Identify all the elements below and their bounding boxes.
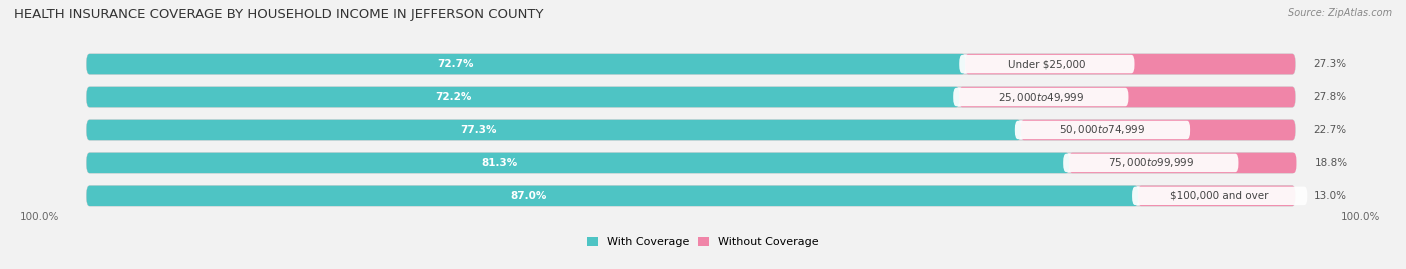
Text: 81.3%: 81.3% — [481, 158, 517, 168]
Text: $75,000 to $99,999: $75,000 to $99,999 — [1108, 156, 1194, 169]
FancyBboxPatch shape — [87, 153, 1069, 173]
Text: 72.7%: 72.7% — [437, 59, 474, 69]
Text: Source: ZipAtlas.com: Source: ZipAtlas.com — [1288, 8, 1392, 18]
FancyBboxPatch shape — [87, 153, 1295, 173]
FancyBboxPatch shape — [87, 120, 1021, 140]
FancyBboxPatch shape — [959, 87, 1295, 107]
FancyBboxPatch shape — [87, 54, 1295, 74]
Text: $25,000 to $49,999: $25,000 to $49,999 — [998, 91, 1084, 104]
FancyBboxPatch shape — [1021, 120, 1295, 140]
FancyBboxPatch shape — [1015, 121, 1189, 139]
FancyBboxPatch shape — [87, 120, 1295, 140]
Text: 18.8%: 18.8% — [1315, 158, 1348, 168]
FancyBboxPatch shape — [87, 186, 1295, 206]
Text: HEALTH INSURANCE COVERAGE BY HOUSEHOLD INCOME IN JEFFERSON COUNTY: HEALTH INSURANCE COVERAGE BY HOUSEHOLD I… — [14, 8, 544, 21]
Text: 27.8%: 27.8% — [1313, 92, 1347, 102]
FancyBboxPatch shape — [966, 54, 1295, 74]
FancyBboxPatch shape — [87, 87, 959, 107]
Text: 27.3%: 27.3% — [1313, 59, 1347, 69]
FancyBboxPatch shape — [87, 186, 1137, 206]
Text: 100.0%: 100.0% — [20, 212, 59, 222]
FancyBboxPatch shape — [1063, 154, 1239, 172]
Text: 100.0%: 100.0% — [1340, 212, 1379, 222]
FancyBboxPatch shape — [87, 54, 966, 74]
Text: 13.0%: 13.0% — [1313, 191, 1347, 201]
Text: 77.3%: 77.3% — [461, 125, 498, 135]
Text: $50,000 to $74,999: $50,000 to $74,999 — [1059, 123, 1146, 136]
Text: 22.7%: 22.7% — [1313, 125, 1347, 135]
Text: $100,000 and over: $100,000 and over — [1170, 191, 1270, 201]
Legend: With Coverage, Without Coverage: With Coverage, Without Coverage — [588, 237, 818, 247]
Text: Under $25,000: Under $25,000 — [1008, 59, 1085, 69]
FancyBboxPatch shape — [1069, 153, 1296, 173]
Text: 72.2%: 72.2% — [434, 92, 471, 102]
FancyBboxPatch shape — [87, 87, 1295, 107]
Text: 87.0%: 87.0% — [510, 191, 547, 201]
FancyBboxPatch shape — [953, 88, 1129, 106]
FancyBboxPatch shape — [1137, 186, 1295, 206]
FancyBboxPatch shape — [1132, 187, 1308, 205]
FancyBboxPatch shape — [959, 55, 1135, 73]
